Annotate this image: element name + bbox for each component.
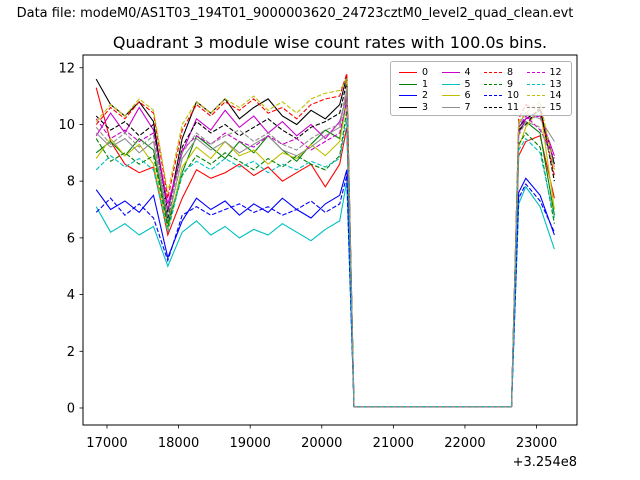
legend-label: 11 [507,101,520,113]
legend: 0 1 2 3 4 5 6 7 8 9 10 11 12 13 14 15 [390,61,572,116]
x-tick-label: 17000 [86,436,127,451]
legend-item-0: 0 [399,67,436,79]
series-line-3 [95,76,555,408]
y-tick-label: 6 [67,231,75,246]
legend-item-1: 1 [399,79,436,91]
legend-line-sample [399,72,417,74]
legend-line-sample [441,72,460,74]
series-line-6 [95,101,555,408]
x-tick-label: 18000 [158,436,199,451]
axes-frame [82,54,578,426]
legend-line-sample [526,72,545,74]
legend-label: 4 [464,67,471,78]
legend-label: 2 [422,90,429,101]
legend-label: 10 [507,90,520,101]
legend-label: 13 [549,78,562,90]
series-line-8 [95,73,555,408]
legend-item-2: 2 [399,90,436,102]
legend-line-sample [484,106,502,108]
series-line-4 [95,95,555,408]
legend-line-sample [484,83,502,85]
legend-line-sample [484,72,502,74]
legend-line-sample [441,95,460,97]
data-file-header: Data file: modeM0/AS1T03_194T01_90000036… [16,6,574,21]
x-tick-label: 20000 [301,436,342,451]
y-tick-label: 10 [58,118,75,133]
legend-line-sample [441,83,460,85]
legend-label: 9 [507,78,514,90]
y-tick-label: 0 [67,401,75,416]
chart-title: Quadrant 3 module wise count rates with … [112,33,548,52]
x-tick-label: 22000 [444,436,485,451]
legend-label: 0 [422,67,429,78]
legend-line-sample [526,83,545,85]
legend-line-sample [399,95,417,97]
x-axis-offset-text: +3.254e8 [513,455,577,470]
legend-item-15: 15 [526,101,564,114]
legend-label: 3 [422,101,429,113]
legend-item-7: 7 [441,101,479,114]
legend-item-12: 12 [526,67,564,79]
legend-line-sample [484,95,502,97]
series-line-15 [95,87,555,408]
legend-label: 14 [549,90,562,101]
series-line-13 [95,118,555,408]
legend-item-5: 5 [441,78,479,91]
legend-item-10: 10 [484,90,521,102]
legend-item-4: 4 [441,67,479,79]
series-line-12 [95,101,555,408]
legend-label: 1 [422,78,429,90]
legend-item-3: 3 [399,102,436,114]
legend-label: 7 [464,101,471,113]
y-tick-label: 4 [67,288,75,303]
y-tick-label: 2 [67,345,75,360]
legend-item-9: 9 [484,79,521,91]
y-tick-label: 8 [67,175,75,190]
x-tick-label: 21000 [373,436,414,451]
legend-item-14: 14 [526,90,564,102]
legend-label: 6 [464,90,471,101]
legend-label: 15 [549,101,562,113]
legend-label: 8 [507,67,514,78]
legend-label: 12 [549,67,562,78]
y-tick-label: 12 [58,61,75,76]
legend-label: 5 [464,78,471,90]
legend-item-6: 6 [441,90,479,102]
legend-line-sample [526,106,545,108]
x-tick-label: 23000 [516,436,557,451]
series-line-10 [95,175,555,408]
legend-item-13: 13 [526,78,564,91]
legend-item-11: 11 [484,102,521,114]
x-tick-label: 19000 [229,436,270,451]
legend-item-8: 8 [484,67,521,79]
legend-line-sample [399,83,417,85]
legend-line-sample [441,106,460,108]
legend-line-sample [399,106,417,108]
legend-line-sample [526,95,545,97]
